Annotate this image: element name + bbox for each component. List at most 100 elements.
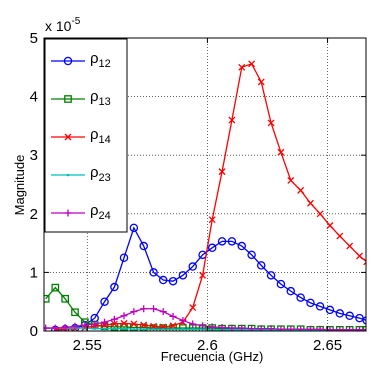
y-tick-label: 2 <box>30 206 38 223</box>
data-point-24 <box>71 322 79 330</box>
data-point-12 <box>345 311 354 321</box>
data-point-12 <box>325 305 335 315</box>
data-point-13 <box>44 294 50 303</box>
data-point-12 <box>256 261 266 270</box>
data-point-24 <box>61 323 69 331</box>
data-point-24 <box>120 312 128 320</box>
data-point-12 <box>335 309 345 318</box>
legend-label: ρ24 <box>90 202 111 222</box>
data-point-24 <box>287 325 295 331</box>
y-tick-label: 1 <box>30 264 38 281</box>
data-point-13 <box>51 283 60 292</box>
data-point-23 <box>171 327 175 331</box>
data-point-14 <box>208 216 216 224</box>
data-point-23 <box>191 327 195 331</box>
data-point-14 <box>267 119 275 127</box>
data-point-24 <box>208 323 216 331</box>
data-point-24 <box>228 324 236 331</box>
legend-marker <box>63 56 73 66</box>
data-point-23 <box>113 327 116 330</box>
data-point-14 <box>277 148 285 156</box>
data-point-14 <box>363 258 366 266</box>
legend-label: ρ23 <box>90 164 111 184</box>
legend-marker <box>64 209 72 217</box>
data-point-14 <box>238 63 246 71</box>
data-point-24 <box>218 323 226 331</box>
x-tick-label: 2.65 <box>313 337 342 354</box>
data-point-14 <box>287 176 295 184</box>
data-point-12 <box>207 243 217 253</box>
data-point-23 <box>142 327 146 331</box>
legend-label: ρ13 <box>90 88 111 108</box>
data-point-24 <box>169 312 177 320</box>
y-exponent-power: -5 <box>71 16 80 27</box>
data-point-12 <box>227 237 237 246</box>
data-point-23 <box>152 327 155 331</box>
data-point-23 <box>103 327 106 330</box>
data-point-14 <box>257 78 265 86</box>
y-tick-label: 0 <box>30 323 38 340</box>
data-point-14 <box>199 271 207 279</box>
legend-label-main: ρ <box>90 50 99 67</box>
data-point-24 <box>189 320 197 328</box>
data-point-24 <box>51 324 59 331</box>
data-point-12 <box>178 271 188 280</box>
data-point-12 <box>188 262 197 271</box>
data-point-12 <box>129 223 139 233</box>
x-tick-label: 2.55 <box>73 337 102 354</box>
data-point-24 <box>81 321 89 329</box>
data-point-12 <box>237 241 247 251</box>
legend-item-12: ρ12 <box>51 50 111 70</box>
y-tick-label: 5 <box>30 30 38 47</box>
legend-label-sub: 24 <box>99 210 111 222</box>
data-point-13 <box>61 294 69 303</box>
data-point-24 <box>306 325 314 331</box>
legend-label-main: ρ <box>90 88 99 105</box>
legend-label-sub: 23 <box>99 172 111 184</box>
legend-label-main: ρ <box>90 164 99 181</box>
legend-item-13: ρ13 <box>51 88 111 108</box>
data-point-12 <box>217 237 227 246</box>
x-axis-title: Frecuencia (GHz) <box>161 349 264 364</box>
data-point-14 <box>336 232 344 240</box>
data-point-24 <box>179 316 187 324</box>
data-point-24 <box>297 325 305 331</box>
data-point-13 <box>159 324 168 331</box>
data-point-14 <box>326 222 334 229</box>
data-point-12 <box>286 286 296 296</box>
data-point-12 <box>355 313 364 323</box>
data-point-13 <box>179 324 187 331</box>
data-point-12 <box>100 297 109 306</box>
data-point-12 <box>315 302 325 311</box>
data-point-12 <box>119 253 129 262</box>
data-point-14 <box>130 320 138 328</box>
legend-box <box>44 38 128 233</box>
series-12 <box>51 223 366 331</box>
data-point-24 <box>346 326 354 331</box>
legend-label-sub: 12 <box>99 58 111 70</box>
data-point-13 <box>149 324 158 331</box>
legend-label-sub: 13 <box>99 96 111 108</box>
series-14 <box>51 60 366 331</box>
data-point-14 <box>307 199 314 207</box>
data-point-12 <box>296 293 305 302</box>
data-point-24 <box>110 315 118 323</box>
x-tick-label: 2.6 <box>197 337 218 354</box>
data-point-14 <box>189 304 197 312</box>
data-point-24 <box>199 322 207 330</box>
data-point-23 <box>161 327 165 331</box>
legend-item-24: ρ24 <box>51 202 111 222</box>
data-point-24 <box>356 326 364 331</box>
legend-label-sub: 14 <box>99 134 111 146</box>
data-point-13 <box>71 308 79 317</box>
legend-label-main: ρ <box>90 126 99 143</box>
data-point-14 <box>110 320 118 328</box>
data-point-24 <box>101 318 109 326</box>
data-point-12 <box>168 276 178 286</box>
y-tick-label: 4 <box>30 89 38 106</box>
data-point-24 <box>150 305 158 313</box>
